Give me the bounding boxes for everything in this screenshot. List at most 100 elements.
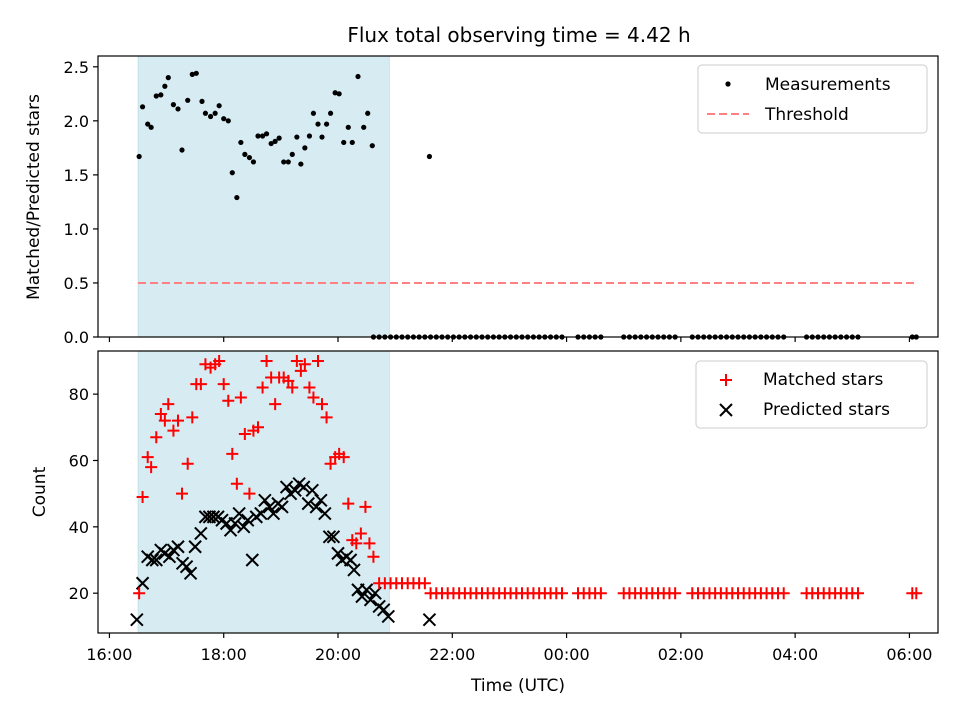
x-tick-label: 18:00: [201, 645, 247, 664]
matched-point: [320, 411, 333, 424]
matched-point: [226, 447, 239, 460]
x-tick-label: 20:00: [315, 645, 361, 664]
matched-point: [162, 398, 175, 411]
matched-point: [363, 537, 376, 550]
measurement-point: [349, 139, 355, 146]
measurement-point: [189, 71, 195, 77]
bottom-axes-frame: [97, 350, 939, 634]
measurement-point: [361, 124, 367, 130]
measurement-point: [281, 159, 287, 165]
measurement-point: [345, 124, 351, 130]
matched-point: [234, 391, 247, 404]
matched-point: [217, 378, 230, 391]
measurement-point: [369, 143, 375, 149]
matched-point: [252, 421, 264, 434]
measurement-point: [175, 106, 181, 112]
top-legend: Measurements Threshold: [697, 64, 928, 134]
bottom-y-tick-label: 60: [69, 451, 89, 470]
chart-title: Flux total observing time = 4.42 h: [347, 23, 690, 47]
predicted-point: [318, 506, 332, 521]
predicted-point: [130, 613, 144, 627]
predicted-point: [422, 613, 437, 627]
x-tick-label: 04:00: [772, 645, 818, 664]
legend-matched-marker: [720, 374, 732, 386]
predicted-point: [359, 583, 374, 597]
measurement-point: [234, 194, 240, 201]
measurement-point: [246, 154, 253, 161]
measurement-point: [302, 145, 308, 151]
measurement-point: [193, 70, 199, 76]
top-y-axis-label: Matched/Predicted stars: [24, 94, 44, 300]
matched-point: [256, 381, 269, 394]
measurement-point: [221, 116, 227, 122]
measurement-point: [294, 134, 300, 140]
top-y-ticks: 0.0 0.5 1.0 1.5 2.0 2.5: [64, 58, 98, 347]
predicted-point: [309, 500, 323, 514]
top-shaded-interval: [137, 55, 390, 338]
measurement-point: [255, 133, 261, 139]
matched-point: [213, 354, 226, 367]
predicted-point: [237, 520, 251, 534]
predicted-point: [206, 510, 221, 524]
predicted-point: [279, 480, 294, 494]
measurement-point: [355, 73, 361, 80]
predicted-point: [149, 553, 163, 567]
legend-predicted-label: Predicted stars: [763, 400, 890, 420]
measurement-point: [202, 110, 209, 116]
predicted-point: [322, 530, 337, 544]
matched-point: [312, 354, 324, 367]
x-tick-label: 02:00: [658, 645, 704, 664]
matched-point: [167, 424, 180, 437]
measurement-point: [148, 124, 154, 130]
measurement-point: [268, 140, 274, 147]
top-y-tick-label: 2.0: [64, 112, 89, 131]
measurement-point: [263, 131, 270, 137]
predicted-point: [262, 500, 277, 514]
measurement-point: [170, 102, 177, 108]
matched-point: [290, 354, 303, 367]
matched-point: [136, 490, 149, 503]
predicted-point: [245, 553, 259, 567]
measurement-point: [332, 90, 338, 96]
bottom-x-ticks: 16:00 18:00 20:00 22:00 00:00 02:00 04:00 06:00: [86, 633, 932, 664]
measurement-point: [315, 121, 321, 127]
top-y-tick-label: 1.5: [64, 166, 89, 185]
matched-point: [158, 414, 171, 427]
matched-point: [230, 477, 243, 490]
matched-points: [133, 354, 923, 600]
matched-point: [154, 408, 167, 421]
matched-point: [286, 381, 299, 394]
top-axes-frame: [97, 55, 939, 338]
matched-point: [303, 381, 316, 394]
measurement-point: [136, 153, 142, 160]
matched-point: [777, 587, 790, 600]
measurement-point: [185, 97, 191, 103]
measurement-point: [306, 133, 313, 139]
bottom-legend: Matched stars Predicted stars: [695, 360, 928, 429]
bottom-y-ticks: 20 40 60 80: [69, 385, 98, 603]
matched-point: [294, 364, 307, 377]
matched-point: [133, 587, 146, 600]
top-legend-box: [697, 64, 928, 134]
predicted-point: [223, 523, 238, 537]
legend-threshold-label: Threshold: [764, 105, 849, 125]
matched-point: [337, 451, 350, 464]
measurement-point: [207, 113, 214, 120]
matched-point: [418, 577, 431, 590]
predicted-point: [266, 506, 281, 521]
measurement-point: [272, 138, 278, 144]
x-tick-label: 00:00: [544, 645, 590, 664]
measurement-point: [250, 159, 257, 165]
matched-point: [324, 457, 337, 470]
predicted-point: [301, 496, 315, 511]
matched-point: [350, 537, 363, 550]
measurement-point: [212, 110, 218, 116]
matched-point: [176, 487, 188, 500]
matched-point: [194, 378, 207, 391]
matched-point: [181, 457, 194, 470]
top-y-tick-label: 0.5: [64, 274, 89, 293]
matched-point: [238, 427, 251, 440]
matched-point: [556, 587, 568, 600]
bottom-panel: 20 40 60 80 16:00 18:00 20:00 22:00 00:00 02:00 0…: [30, 350, 939, 696]
predicted-point: [381, 609, 395, 624]
